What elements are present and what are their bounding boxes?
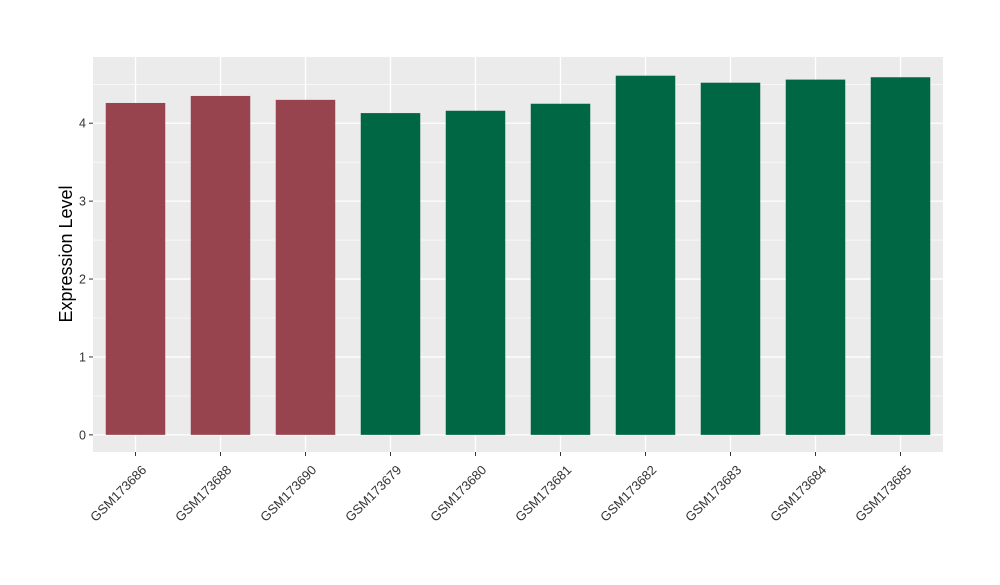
y-tick-label: 0	[79, 428, 86, 442]
y-tick-label: 4	[79, 117, 86, 131]
bar-GSM173685	[870, 77, 931, 435]
bar-GSM173688	[190, 95, 251, 435]
y-tick-label: 3	[79, 195, 86, 209]
bar-GSM173680	[445, 110, 506, 435]
y-tick-label: 2	[79, 273, 86, 287]
bar-GSM173690	[275, 99, 336, 435]
bar-GSM173682	[615, 75, 676, 435]
bar-GSM173686	[105, 102, 166, 435]
bar-GSM173683	[700, 82, 761, 435]
bar-GSM173679	[360, 113, 421, 435]
bar-GSM173681	[530, 103, 591, 435]
y-axis-label: Expression Level	[56, 185, 76, 322]
bar-GSM173684	[785, 79, 846, 435]
y-tick-label: 1	[79, 350, 86, 364]
